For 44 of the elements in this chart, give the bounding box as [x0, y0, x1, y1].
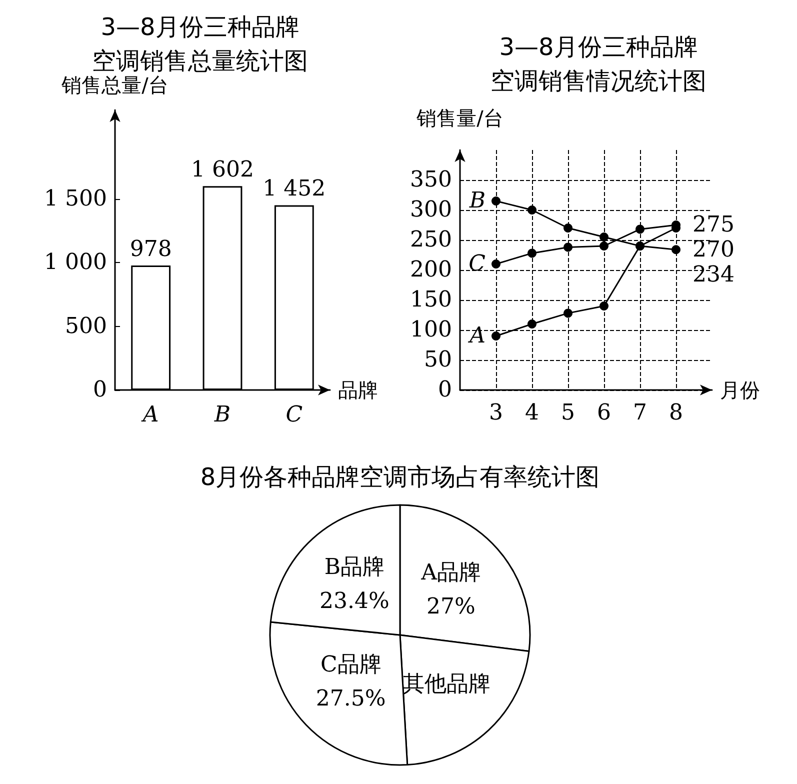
x-axis-title: 月份 [720, 378, 760, 402]
x-tick-label: 7 [633, 400, 647, 426]
data-label: 270 [692, 238, 734, 262]
slice-label: B品牌 [324, 555, 384, 580]
y-tick-label: 250 [410, 228, 452, 252]
x-tick-label: B [213, 402, 231, 428]
x-tick-label: 4 [525, 400, 539, 426]
data-label: 27% [426, 594, 476, 620]
y-tick-label: 50 [424, 348, 452, 372]
y-tick-label: 150 [410, 288, 452, 312]
x-tick-label: 5 [561, 400, 575, 426]
y-axis-title: 销售总量/台 [60, 73, 168, 97]
chart-title: 3—8月份三种品牌空调销售总量统计图 [92, 13, 308, 75]
data-label: 234 [692, 262, 734, 288]
x-tick-label: 6 [597, 400, 611, 426]
data-label: 1 602 [191, 158, 254, 183]
series-label: A [468, 324, 486, 348]
x-tick-label: C [286, 402, 303, 428]
data-label: 978 [130, 237, 172, 262]
y-tick-label: 200 [410, 258, 452, 282]
data-label: 23.4% [319, 589, 390, 614]
y-tick-label: 0 [93, 378, 107, 402]
x-tick-label: 8 [669, 400, 683, 426]
y-tick-label: 300 [410, 198, 452, 222]
y-tick-label: 500 [65, 314, 107, 339]
slice-label: C品牌 [320, 652, 382, 678]
data-label: 275 [692, 212, 734, 238]
y-tick-label: 1 000 [44, 250, 107, 276]
slice-label: 其他品牌 [402, 672, 490, 698]
chart-title: 3—8月份三种品牌空调销售情况统计图 [490, 33, 706, 95]
y-tick-label: 100 [410, 318, 452, 342]
slice-label: A品牌 [420, 560, 481, 586]
y-tick-label: 0 [438, 378, 452, 402]
y-tick-label: 1 500 [44, 186, 107, 212]
y-axis-title: 销售量/台 [416, 106, 504, 130]
series-label: B [468, 188, 486, 214]
chart-title: 8月份各种品牌空调市场占有率统计图 [200, 463, 600, 491]
x-tick-label: A [140, 402, 159, 428]
data-label: 1 452 [262, 176, 326, 202]
x-tick-label: 3 [489, 400, 503, 426]
y-tick-label: 350 [410, 168, 452, 192]
data-label: 27.5% [316, 686, 386, 712]
x-axis-title: 品牌 [338, 378, 378, 402]
series-label: C [468, 252, 486, 276]
